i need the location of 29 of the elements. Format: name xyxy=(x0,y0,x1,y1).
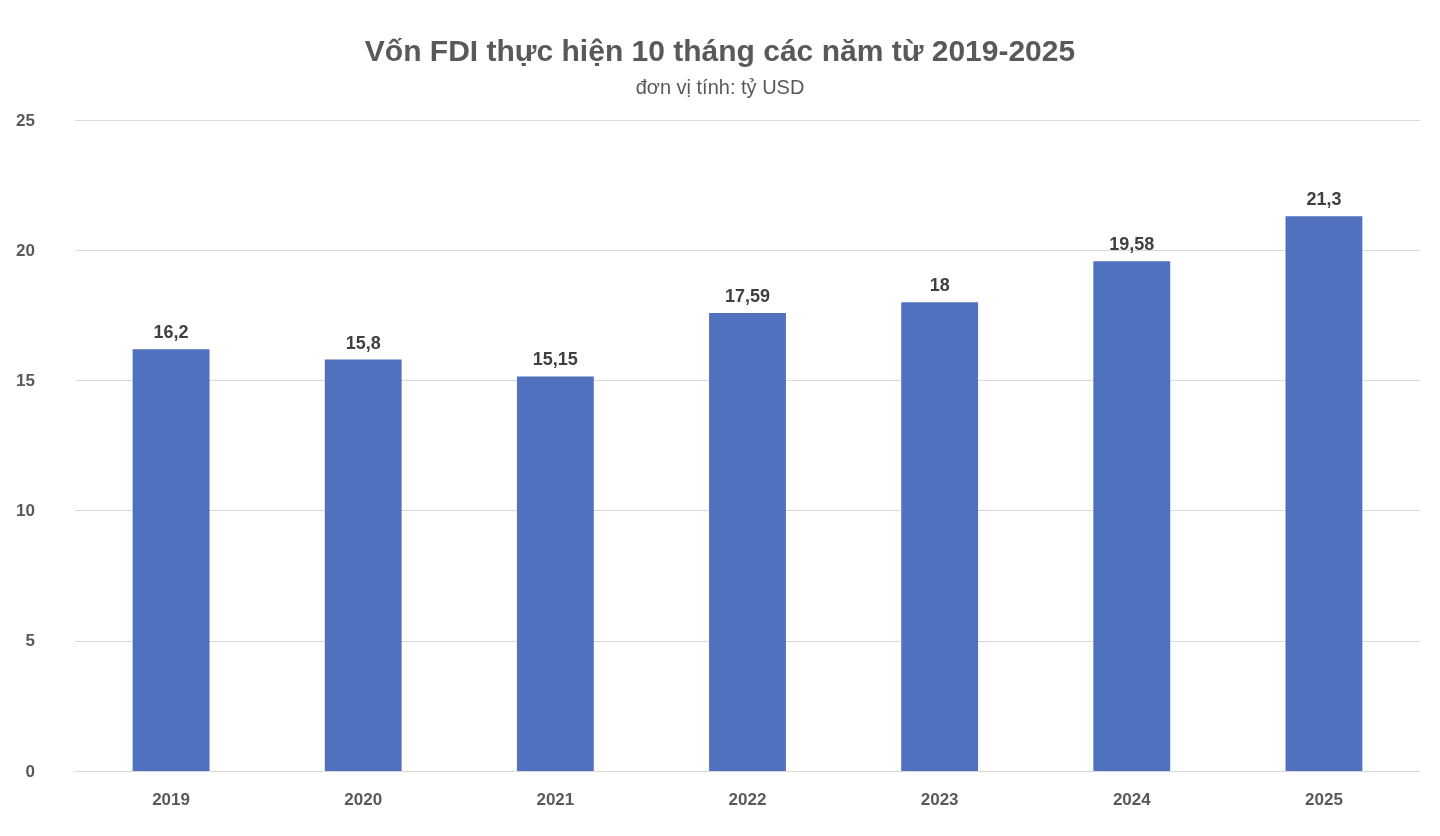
bar xyxy=(901,302,979,771)
bar xyxy=(709,312,786,771)
data-label: 17,59 xyxy=(724,285,771,306)
data-label: 18 xyxy=(929,275,950,296)
bar xyxy=(1285,216,1363,771)
x-tick-label: 2021 xyxy=(536,790,575,809)
x-tick-label: 2020 xyxy=(344,790,383,809)
data-label: 16,2 xyxy=(153,322,189,343)
x-tick-label: 2023 xyxy=(920,790,959,809)
y-tick-label: 15 xyxy=(16,370,35,390)
data-label: 15,8 xyxy=(345,332,381,353)
y-tick-label: 0 xyxy=(25,761,35,781)
data-label: 19,58 xyxy=(1109,234,1155,255)
x-tick-label: 2019 xyxy=(152,790,190,809)
y-tick-label: 20 xyxy=(16,240,35,260)
chart-title: Vốn FDI thực hiện 10 tháng các năm từ 2019-2025 xyxy=(364,33,1076,67)
y-tick-label: 25 xyxy=(16,110,35,130)
x-tick-label: 2024 xyxy=(1112,790,1152,809)
data-label: 21,3 xyxy=(1306,189,1342,210)
bar xyxy=(324,359,402,771)
chart-subtitle: đơn vị tính: tỷ USD xyxy=(635,76,805,98)
bar xyxy=(1093,261,1171,771)
bar xyxy=(132,349,210,771)
data-label: 15,15 xyxy=(532,349,578,370)
y-tick-label: 5 xyxy=(25,631,35,651)
bar xyxy=(516,376,594,771)
x-tick-label: 2025 xyxy=(1305,790,1343,809)
x-tick-label: 2022 xyxy=(728,790,767,809)
y-tick-label: 10 xyxy=(16,501,35,521)
